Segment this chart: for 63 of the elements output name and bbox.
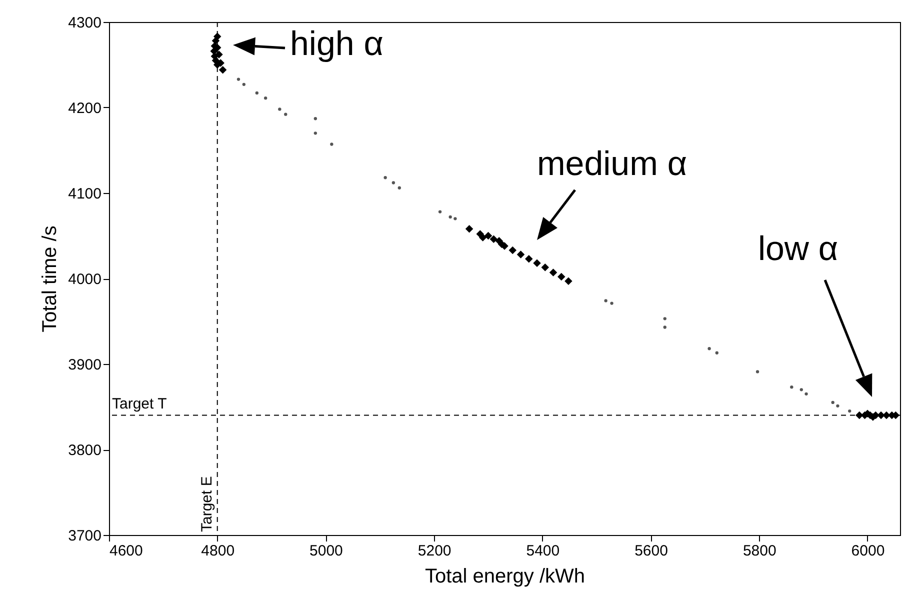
point [330, 142, 334, 146]
point [663, 326, 666, 329]
x-tick-label: 5400 [526, 542, 560, 560]
y-axis-title: Total time /s [39, 226, 62, 332]
point [490, 235, 498, 244]
point [438, 210, 442, 214]
point [848, 409, 852, 413]
y-tick-label: 3700 [68, 528, 102, 544]
x-tick-label: 5000 [310, 542, 343, 560]
point [478, 234, 487, 242]
annotation: medium α [536, 145, 688, 183]
point [448, 215, 452, 219]
point [508, 246, 516, 254]
point [392, 181, 396, 184]
x-tick-label: 5600 [634, 542, 668, 560]
point [454, 217, 457, 220]
y-tick-label: 4200 [68, 100, 102, 117]
point [398, 186, 401, 190]
point [255, 91, 258, 95]
point [836, 404, 840, 408]
point [715, 351, 718, 354]
annotation: low α [758, 230, 838, 268]
point [558, 272, 566, 281]
y-tick-label: 4100 [68, 186, 102, 202]
point [314, 132, 317, 135]
point [484, 232, 492, 240]
point [218, 66, 227, 74]
point [663, 317, 666, 320]
y-tick-label: 3900 [68, 356, 102, 374]
x-axis-title: Total energy /kWh [424, 566, 586, 588]
point [384, 176, 387, 180]
point [465, 225, 474, 233]
y-tick-label: 3800 [68, 442, 102, 459]
point [236, 78, 240, 81]
point [708, 347, 711, 350]
x-tick-label: 5800 [742, 542, 776, 560]
point [525, 254, 533, 263]
point [564, 277, 572, 285]
point [278, 108, 282, 111]
x-tick-label: 6000 [851, 542, 885, 560]
y-tick-label: 4000 [68, 271, 102, 288]
annotation: high α [290, 25, 384, 63]
point [756, 370, 760, 374]
point [604, 299, 608, 302]
point [831, 400, 834, 404]
point [610, 302, 614, 305]
point [284, 112, 288, 116]
x-tick-label: 4800 [201, 542, 235, 560]
ref-line-label: Target E [198, 476, 216, 532]
point [549, 268, 558, 276]
point [541, 264, 550, 272]
point [314, 117, 317, 120]
y-tick-label: 4300 [68, 14, 102, 32]
point [533, 259, 541, 267]
point [800, 388, 803, 392]
x-tick-label: 4600 [110, 542, 143, 560]
x-tick-label: 5200 [418, 542, 452, 560]
point [516, 250, 525, 258]
point [790, 386, 794, 389]
ref-line-label: Target T [112, 395, 167, 412]
point [804, 392, 808, 396]
point [242, 82, 246, 86]
point [264, 96, 268, 100]
